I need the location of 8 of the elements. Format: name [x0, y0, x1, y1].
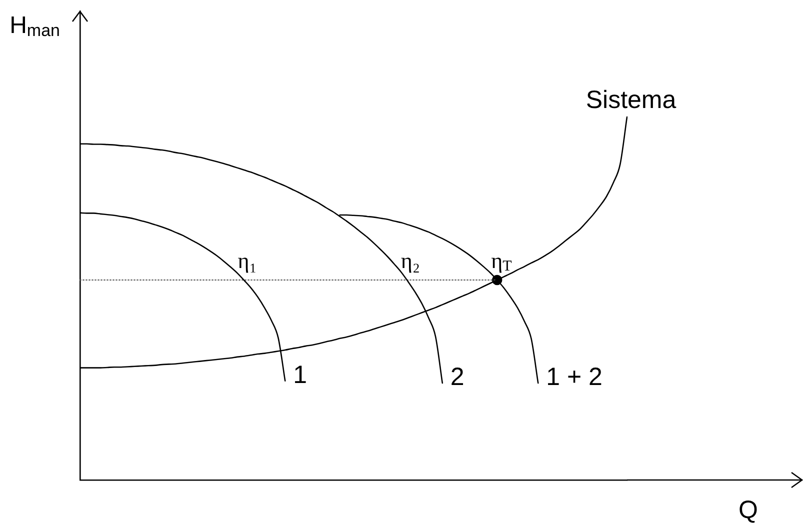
annotation: η₂ [400, 248, 420, 273]
annotation: η₁ [238, 248, 257, 273]
series-label: 1 [293, 360, 308, 389]
series-label: Sistema [586, 86, 676, 114]
x-axis-title: Q [738, 496, 758, 524]
y-axis-title: Hman [10, 12, 60, 40]
series-label: 2 [450, 363, 464, 392]
series-label: 1 + 2 [546, 363, 602, 392]
